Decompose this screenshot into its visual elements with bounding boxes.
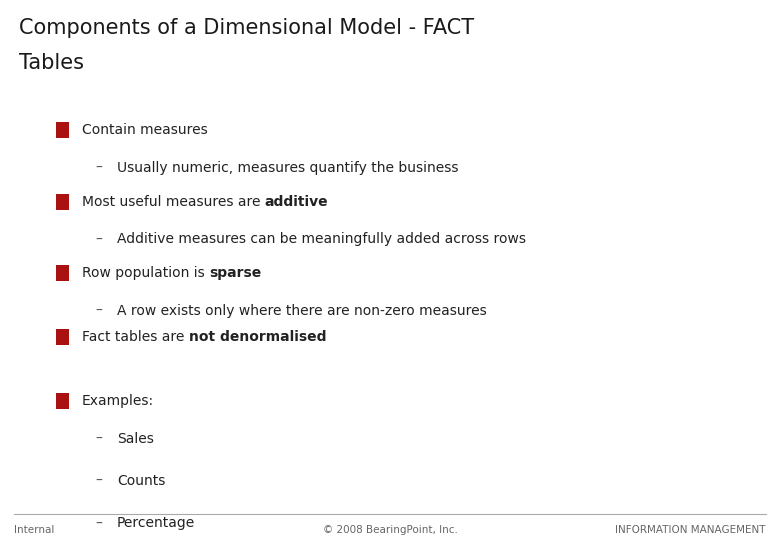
Text: INFORMATION MANAGEMENT: INFORMATION MANAGEMENT <box>615 525 766 535</box>
Text: BearingPoint.: BearingPoint. <box>691 64 761 73</box>
Text: Additive measures can be meaningfully added across rows: Additive measures can be meaningfully ad… <box>117 232 526 246</box>
Text: Fact tables are: Fact tables are <box>82 330 189 344</box>
Text: A row exists only where there are non-zero measures: A row exists only where there are non-ze… <box>117 304 487 318</box>
Text: –: – <box>95 232 102 246</box>
Text: –: – <box>95 433 102 446</box>
Text: not denormalised: not denormalised <box>189 330 326 344</box>
Text: Components of a Dimensional Model - FACT: Components of a Dimensional Model - FACT <box>19 18 474 38</box>
Text: –: – <box>95 304 102 318</box>
Text: Sales: Sales <box>117 433 154 446</box>
Text: Counts: Counts <box>117 474 165 488</box>
Bar <box>56 265 69 281</box>
Bar <box>56 394 69 409</box>
Bar <box>56 194 69 210</box>
Bar <box>56 329 69 345</box>
Text: Percentage: Percentage <box>117 516 195 530</box>
Bar <box>56 122 69 138</box>
Text: Usually numeric, measures quantify the business: Usually numeric, measures quantify the b… <box>117 161 459 175</box>
Text: Tables: Tables <box>19 53 83 73</box>
Text: © 2008 BearingPoint, Inc.: © 2008 BearingPoint, Inc. <box>323 525 457 535</box>
Text: Internal: Internal <box>14 525 55 535</box>
Text: –: – <box>95 516 102 530</box>
Text: additive: additive <box>264 194 328 208</box>
Text: Most useful measures are: Most useful measures are <box>82 194 264 208</box>
Text: Examples:: Examples: <box>82 394 154 408</box>
Text: –: – <box>95 474 102 488</box>
Text: Contain measures: Contain measures <box>82 123 207 137</box>
Text: Row population is: Row population is <box>82 266 209 280</box>
Text: –: – <box>95 161 102 175</box>
Text: sparse: sparse <box>209 266 261 280</box>
